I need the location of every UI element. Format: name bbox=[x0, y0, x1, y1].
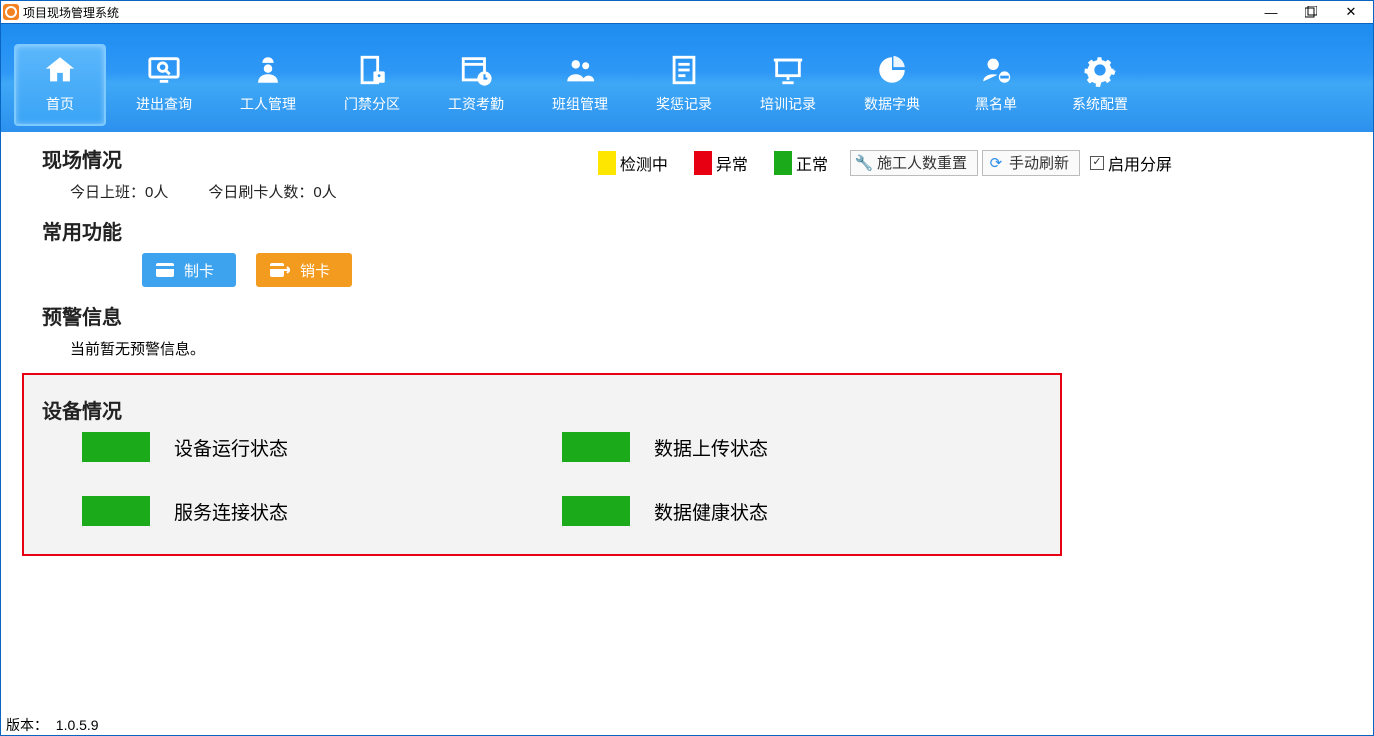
device-service-status: 服务连接状态 bbox=[82, 496, 562, 526]
site-status-title: 现场情况 bbox=[42, 144, 122, 173]
manual-refresh-label: 手动刷新 bbox=[1009, 152, 1069, 173]
nav-blacklist-label: 黑名单 bbox=[975, 94, 1017, 114]
version-label: 版本： bbox=[6, 715, 48, 735]
legend-detecting-label: 检测中 bbox=[620, 151, 668, 175]
nav-workers-label: 工人管理 bbox=[240, 94, 296, 114]
presentation-icon bbox=[768, 52, 808, 88]
window-minimize-button[interactable]: — bbox=[1251, 1, 1291, 23]
nav-inout[interactable]: 进出查询 bbox=[118, 44, 210, 126]
nav-rewards-label: 奖惩记录 bbox=[656, 94, 712, 114]
nav-dict[interactable]: 数据字典 bbox=[846, 44, 938, 126]
legend-abnormal-label: 异常 bbox=[716, 151, 748, 175]
cancel-card-button[interactable]: 销卡 bbox=[256, 253, 352, 287]
devices-title: 设备情况 bbox=[42, 395, 1042, 424]
alerts-none-msg: 当前暂无预警信息。 bbox=[70, 338, 1352, 359]
today-attendance: 今日上班：0人 bbox=[70, 181, 168, 202]
status-bar: 版本： 1.0.5.9 bbox=[0, 714, 1374, 736]
legend-yellow-square bbox=[598, 151, 616, 175]
nav-training[interactable]: 培训记录 bbox=[742, 44, 834, 126]
nav-inout-label: 进出查询 bbox=[136, 94, 192, 114]
window-title: 项目现场管理系统 bbox=[23, 4, 119, 21]
main-toolbar: 首页 进出查询 工人管理 门禁分区 工资考勤 班组管理 奖惩记录 bbox=[0, 24, 1374, 132]
card-icon bbox=[156, 263, 174, 277]
calendar-clock-icon bbox=[456, 52, 496, 88]
users-icon bbox=[560, 52, 600, 88]
window-controls: — ✕ bbox=[1251, 1, 1371, 23]
enable-split-label: 启用分屏 bbox=[1108, 151, 1172, 175]
legend-detecting: 检测中 bbox=[598, 151, 686, 175]
door-lock-icon bbox=[352, 52, 392, 88]
nav-config-label: 系统配置 bbox=[1072, 94, 1128, 114]
document-icon bbox=[664, 52, 704, 88]
nav-workers[interactable]: 工人管理 bbox=[222, 44, 314, 126]
nav-teams-label: 班组管理 bbox=[552, 94, 608, 114]
status-green-indicator bbox=[82, 432, 150, 462]
device-service-status-label: 服务连接状态 bbox=[174, 498, 288, 525]
common-functions-section: 常用功能 制卡 销卡 bbox=[22, 216, 1352, 287]
nav-salary-label: 工资考勤 bbox=[448, 94, 504, 114]
nav-training-label: 培训记录 bbox=[760, 94, 816, 114]
device-health-status-label: 数据健康状态 bbox=[654, 498, 768, 525]
wrench-icon: 🔧 bbox=[855, 154, 873, 172]
nav-teams[interactable]: 班组管理 bbox=[534, 44, 626, 126]
nav-rewards[interactable]: 奖惩记录 bbox=[638, 44, 730, 126]
nav-dict-label: 数据字典 bbox=[864, 94, 920, 114]
cancel-card-label: 销卡 bbox=[300, 260, 330, 281]
nav-gates-label: 门禁分区 bbox=[344, 94, 400, 114]
legend-normal-label: 正常 bbox=[796, 151, 828, 175]
legend-normal: 正常 bbox=[774, 151, 846, 175]
make-card-button[interactable]: 制卡 bbox=[142, 253, 236, 287]
make-card-label: 制卡 bbox=[184, 260, 214, 281]
device-upload-status: 数据上传状态 bbox=[562, 432, 1042, 462]
legend-red-square bbox=[694, 151, 712, 175]
alerts-section: 预警信息 当前暂无预警信息。 bbox=[22, 301, 1352, 359]
refresh-icon: ⟳ bbox=[987, 154, 1005, 172]
alerts-title: 预警信息 bbox=[42, 301, 1352, 330]
device-upload-status-label: 数据上传状态 bbox=[654, 434, 768, 461]
window-maximize-button[interactable] bbox=[1291, 1, 1331, 23]
site-status-section: 现场情况 检测中 异常 正常 🔧 施工人数重置 ⟳ 手动刷新 bbox=[22, 144, 1352, 202]
device-run-status-label: 设备运行状态 bbox=[174, 434, 288, 461]
app-icon bbox=[3, 4, 19, 20]
main-content: 现场情况 检测中 异常 正常 🔧 施工人数重置 ⟳ 手动刷新 bbox=[0, 132, 1374, 556]
version-value: 1.0.5.9 bbox=[56, 717, 99, 733]
status-green-indicator bbox=[82, 496, 150, 526]
checkbox-box-icon bbox=[1090, 156, 1104, 170]
card-out-icon bbox=[270, 263, 290, 277]
status-green-indicator bbox=[562, 496, 630, 526]
nav-salary[interactable]: 工资考勤 bbox=[430, 44, 522, 126]
window-titlebar: 项目现场管理系统 — ✕ bbox=[0, 0, 1374, 24]
monitor-search-icon bbox=[144, 52, 184, 88]
nav-blacklist[interactable]: 黑名单 bbox=[950, 44, 1042, 126]
today-swipes: 今日刷卡人数：0人 bbox=[208, 181, 336, 202]
device-run-status: 设备运行状态 bbox=[82, 432, 562, 462]
pie-chart-icon bbox=[872, 52, 912, 88]
nav-config[interactable]: 系统配置 bbox=[1054, 44, 1146, 126]
devices-section: 设备情况 设备运行状态 数据上传状态 服务连接状态 数据健康状态 bbox=[22, 373, 1062, 556]
legend-abnormal: 异常 bbox=[694, 151, 766, 175]
legend-green-square bbox=[774, 151, 792, 175]
reset-worker-count-label: 施工人数重置 bbox=[877, 152, 967, 173]
enable-split-checkbox[interactable]: 启用分屏 bbox=[1090, 151, 1172, 175]
reset-worker-count-button[interactable]: 🔧 施工人数重置 bbox=[850, 150, 978, 176]
manual-refresh-button[interactable]: ⟳ 手动刷新 bbox=[982, 150, 1080, 176]
user-block-icon bbox=[976, 52, 1016, 88]
common-functions-title: 常用功能 bbox=[42, 216, 1352, 245]
status-green-indicator bbox=[562, 432, 630, 462]
worker-icon bbox=[248, 52, 288, 88]
home-icon bbox=[40, 52, 80, 88]
nav-home[interactable]: 首页 bbox=[14, 44, 106, 126]
nav-gates[interactable]: 门禁分区 bbox=[326, 44, 418, 126]
gear-icon bbox=[1080, 52, 1120, 88]
device-health-status: 数据健康状态 bbox=[562, 496, 1042, 526]
window-close-button[interactable]: ✕ bbox=[1331, 1, 1371, 23]
nav-home-label: 首页 bbox=[46, 94, 74, 114]
